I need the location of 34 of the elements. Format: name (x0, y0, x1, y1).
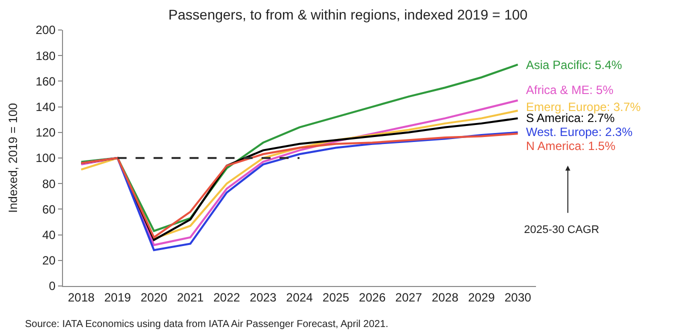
x-tick-label: 2024 (286, 290, 314, 304)
x-tick-label: 2023 (250, 290, 277, 304)
x-tick-label: 2027 (395, 290, 422, 304)
y-axis-title: Indexed, 2019 = 100 (6, 102, 20, 213)
y-tick-label: 60 (42, 202, 56, 216)
y-tick-label: 80 (42, 176, 56, 191)
y-tick-label: 120 (36, 126, 56, 140)
x-tick-label: 2022 (213, 290, 240, 304)
series-label: West. Europe: 2.3% (526, 125, 633, 139)
x-tick-label: 2018 (68, 290, 95, 304)
y-tick-label: 180 (36, 48, 56, 63)
x-tick-label: 2028 (432, 290, 459, 304)
y-tick-label: 140 (36, 100, 56, 114)
y-tick-label: 100 (36, 151, 56, 166)
y-tick-label: 40 (42, 228, 56, 242)
source-note: Source: IATA Economics using data from IATA Air Passenger Forecast, April 2021. (25, 319, 388, 330)
series-label: Africa & ME: 5% (526, 83, 614, 97)
series-label: Asia Pacific: 5.4% (526, 58, 622, 72)
x-tick-label: 2030 (504, 290, 532, 304)
x-tick-label: 2029 (468, 290, 496, 304)
line-series (80, 64, 519, 232)
annotation: 2025-30 CAGR (524, 224, 600, 236)
y-tick-label: 200 (36, 23, 56, 38)
y-tick-label: 160 (36, 74, 56, 88)
series-label: N America: 1.5% (526, 139, 616, 153)
x-tick-label: 2019 (104, 290, 132, 304)
y-tick-label: 0 (48, 279, 56, 294)
chart-title: Passengers, to from & within regions, indexed 2019 = 100 (168, 6, 528, 23)
series-label: Emerg. Europe: 3.7% (526, 100, 642, 114)
x-tick-label: 2026 (358, 290, 386, 304)
x-tick-label: 2025 (322, 290, 350, 304)
x-tick-label: 2020 (140, 290, 168, 304)
y-tick-label: 20 (42, 254, 56, 268)
x-tick-label: 2021 (177, 290, 204, 304)
